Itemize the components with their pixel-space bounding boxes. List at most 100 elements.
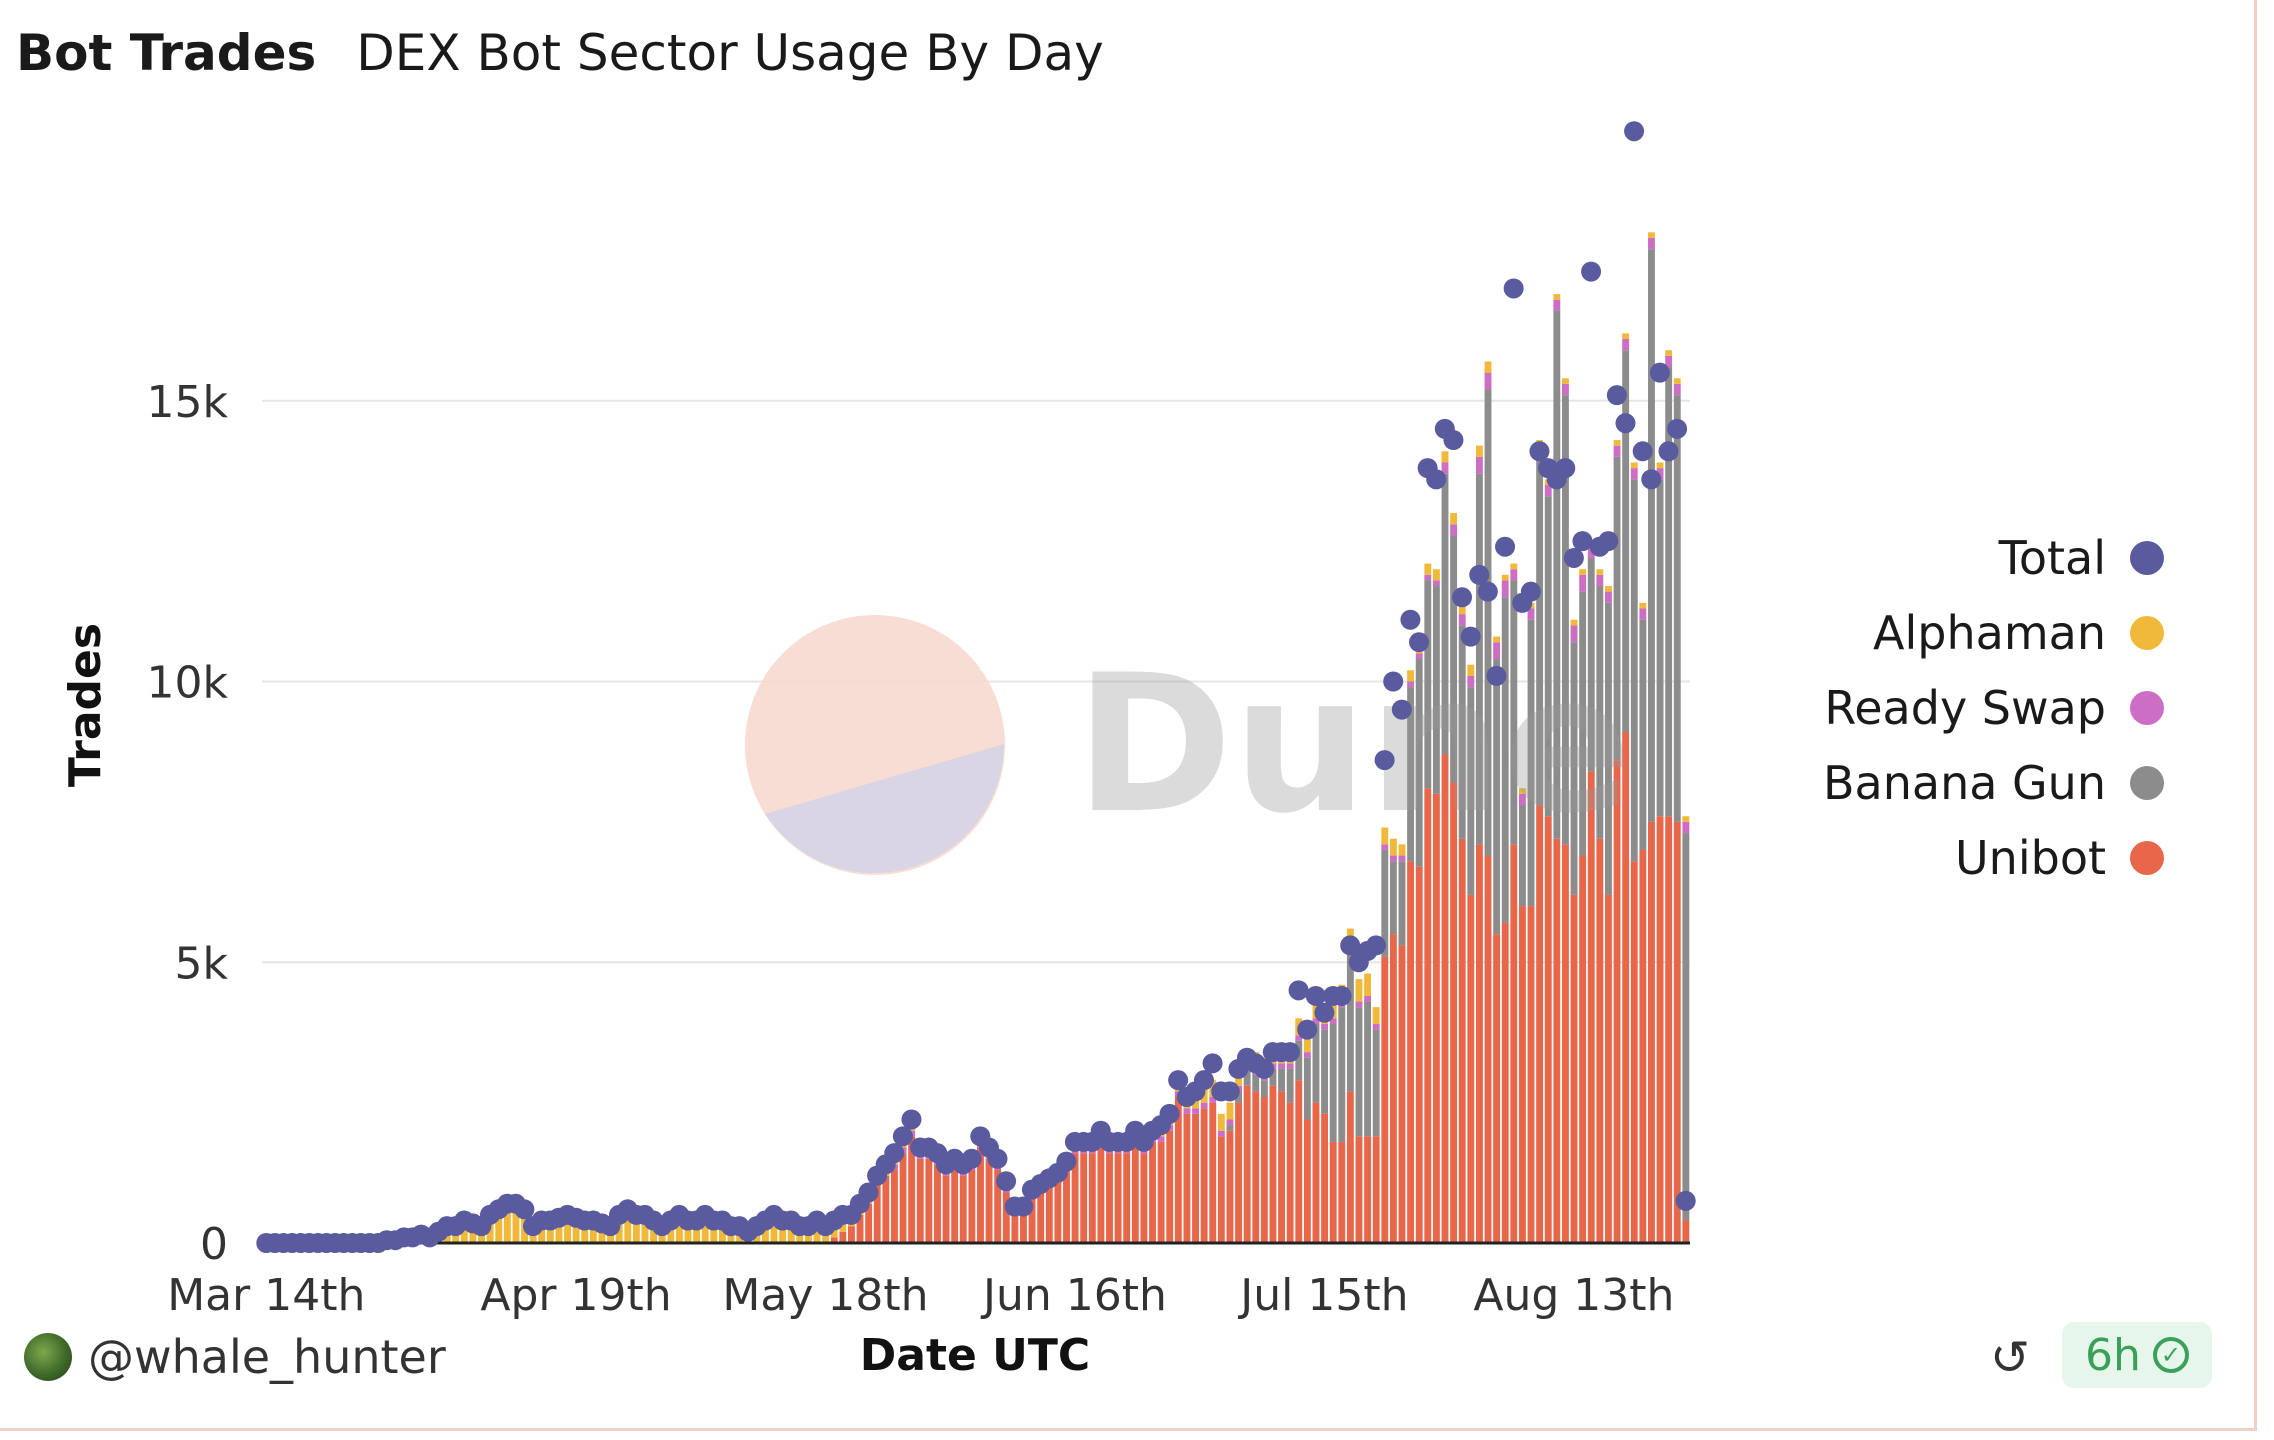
bar-unibot bbox=[1381, 956, 1389, 1243]
bar-banana-gun bbox=[1587, 557, 1595, 772]
bar-alphaman bbox=[779, 1220, 787, 1243]
total-point bbox=[1443, 430, 1464, 451]
legend-label: Ready Swap bbox=[1824, 680, 2106, 735]
total-point bbox=[1615, 413, 1636, 434]
bar-unibot bbox=[985, 1158, 993, 1243]
chart-title[interactable]: Bot Trades bbox=[16, 24, 317, 82]
total-point bbox=[1340, 935, 1361, 956]
bar-banana-gun bbox=[1536, 456, 1544, 806]
header: Bot Trades DEX Bot Sector Usage By Day bbox=[16, 18, 1104, 88]
bar-banana-gun bbox=[1656, 479, 1664, 817]
total-point bbox=[1452, 587, 1473, 608]
bar-unibot bbox=[1149, 1141, 1156, 1243]
bar-alphaman bbox=[1622, 333, 1630, 339]
total-point bbox=[884, 1143, 905, 1164]
bar-unibot bbox=[1613, 760, 1621, 1243]
bar-alphaman bbox=[1407, 670, 1415, 682]
author[interactable]: @whale_hunter bbox=[24, 1330, 446, 1384]
legend: Total Alphaman Ready Swap Banana Gun Uni… bbox=[1664, 520, 2164, 895]
legend-label: Unibot bbox=[1955, 830, 2106, 885]
total-point bbox=[1409, 632, 1430, 653]
bar-alphaman bbox=[1561, 378, 1569, 384]
bar-unibot bbox=[1501, 922, 1509, 1243]
bar-unibot bbox=[1080, 1153, 1088, 1243]
total-point bbox=[1391, 699, 1412, 720]
bar-banana-gun bbox=[1303, 1057, 1311, 1120]
bar-unibot bbox=[1682, 1220, 1690, 1243]
bar-banana-gun bbox=[1605, 602, 1612, 895]
bar-ready-swap bbox=[1381, 844, 1389, 850]
legend-item-unibot[interactable]: Unibot bbox=[1664, 820, 2164, 895]
bar-alphaman bbox=[495, 1209, 503, 1243]
bar-banana-gun bbox=[1501, 597, 1509, 923]
refresh-icon[interactable]: ↺ bbox=[1989, 1330, 2031, 1386]
bar-alphaman bbox=[1235, 1074, 1242, 1086]
bar-unibot bbox=[1665, 816, 1673, 1243]
bar-unibot bbox=[1450, 782, 1458, 1243]
bar-unibot bbox=[1209, 1102, 1217, 1243]
bar-banana-gun bbox=[1665, 367, 1673, 817]
bar-alphaman bbox=[813, 1220, 821, 1243]
legend-label: Total bbox=[1998, 530, 2106, 585]
legend-item-alphaman[interactable]: Alphaman bbox=[1664, 595, 2164, 670]
bar-ready-swap bbox=[1596, 574, 1604, 587]
bar-unibot bbox=[1596, 838, 1604, 1243]
total-point bbox=[961, 1148, 982, 1169]
bar-ready-swap bbox=[1648, 237, 1655, 250]
bar-ready-swap bbox=[1501, 580, 1509, 598]
bar-banana-gun bbox=[1424, 580, 1432, 789]
total-point bbox=[1572, 531, 1593, 552]
bar-unibot bbox=[1553, 838, 1561, 1243]
bar-unibot bbox=[856, 1214, 864, 1243]
bar-banana-gun bbox=[1648, 249, 1655, 822]
chart-subtitle: DEX Bot Sector Usage By Day bbox=[356, 24, 1104, 82]
total-point bbox=[1013, 1196, 1034, 1217]
bar-unibot bbox=[1226, 1130, 1234, 1243]
bar-banana-gun bbox=[1458, 625, 1466, 839]
bar-unibot bbox=[1071, 1153, 1079, 1243]
bar-unibot bbox=[1037, 1192, 1045, 1243]
total-point bbox=[1675, 1190, 1696, 1211]
bar-unibot bbox=[1235, 1102, 1242, 1243]
legend-item-ready-swap[interactable]: Ready Swap bbox=[1664, 670, 2164, 745]
bar-ready-swap bbox=[1665, 355, 1673, 368]
bar-ready-swap bbox=[1673, 383, 1681, 396]
bar-alphaman bbox=[1579, 569, 1587, 575]
bar-ready-swap bbox=[1441, 462, 1449, 474]
bar-banana-gun bbox=[1622, 350, 1630, 733]
total-point bbox=[1383, 671, 1404, 692]
bar-unibot bbox=[1475, 844, 1483, 1243]
bar-banana-gun bbox=[1286, 1068, 1294, 1103]
watermark-text: Dune bbox=[1075, 634, 1632, 855]
bar-unibot bbox=[1295, 1080, 1303, 1243]
bar-alphaman bbox=[1613, 440, 1621, 446]
bar-unibot bbox=[1579, 855, 1587, 1243]
bar-unibot bbox=[1088, 1153, 1096, 1243]
bar-banana-gun bbox=[1553, 310, 1561, 839]
bar-alphaman bbox=[1484, 361, 1492, 373]
bar-alphaman bbox=[1192, 1097, 1199, 1109]
bar-unibot bbox=[916, 1158, 924, 1243]
bar-alphaman bbox=[589, 1220, 597, 1243]
total-point bbox=[1520, 581, 1541, 602]
refresh-interval-badge[interactable]: 6h ✓ bbox=[2062, 1322, 2212, 1388]
legend-item-total[interactable]: Total bbox=[1664, 520, 2164, 595]
bar-unibot bbox=[1415, 866, 1423, 1243]
bar-ready-swap bbox=[1286, 1063, 1294, 1069]
bar-unibot bbox=[977, 1147, 984, 1243]
total-point bbox=[1426, 469, 1447, 490]
bar-banana-gun bbox=[1321, 1029, 1329, 1114]
bar-ready-swap bbox=[1527, 608, 1535, 620]
bar-alphaman bbox=[555, 1217, 563, 1243]
bar-alphaman bbox=[1355, 979, 1363, 1002]
total-point bbox=[1581, 261, 1602, 282]
bar-alphaman bbox=[1639, 602, 1647, 609]
bar-ready-swap bbox=[1630, 468, 1638, 480]
bar-unibot bbox=[934, 1164, 941, 1243]
legend-item-banana-gun[interactable]: Banana Gun bbox=[1664, 745, 2164, 820]
total-point bbox=[901, 1109, 922, 1130]
bar-banana-gun bbox=[1630, 479, 1638, 862]
bar-unibot bbox=[1192, 1113, 1199, 1243]
